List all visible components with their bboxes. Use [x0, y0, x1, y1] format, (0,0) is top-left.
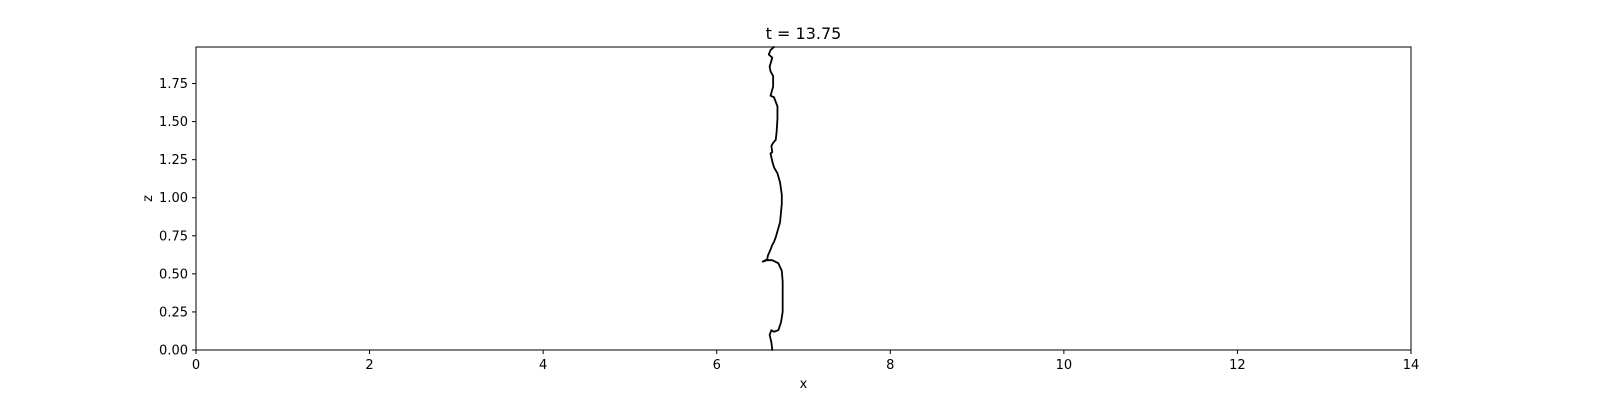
y-tick-label: 0.75: [159, 229, 188, 244]
x-tick-label: 8: [886, 358, 894, 373]
x-tick-label: 12: [1229, 358, 1246, 373]
y-axis-label: z: [141, 195, 156, 202]
y-axis: 0.00 0.25 0.50 0.75 1.00 1.25 1.50 1.75: [159, 77, 196, 359]
x-tick-label: 6: [713, 358, 721, 373]
chart-title: t = 13.75: [766, 24, 842, 43]
plot-area: [761, 46, 784, 351]
y-tick-label: 0.00: [159, 344, 188, 359]
y-tick-label: 0.25: [159, 305, 188, 320]
y-tick-label: 0.50: [159, 267, 188, 282]
x-tick-label: 0: [192, 358, 200, 373]
x-tick-label: 4: [539, 358, 547, 373]
y-tick-label: 1.00: [159, 191, 188, 206]
x-tick-label: 2: [365, 358, 373, 373]
axes-frame: [195, 46, 1412, 351]
y-tick-label: 1.50: [159, 115, 188, 130]
interface-curve-line: [761, 46, 784, 351]
y-tick-label: 1.75: [159, 77, 188, 92]
x-tick-label: 14: [1403, 358, 1420, 373]
x-axis-label: x: [800, 377, 808, 392]
x-axis: 0 2 4 6 8 10 12 14: [192, 350, 1419, 373]
x-tick-label: 10: [1056, 358, 1073, 373]
y-tick-label: 1.25: [159, 153, 188, 168]
